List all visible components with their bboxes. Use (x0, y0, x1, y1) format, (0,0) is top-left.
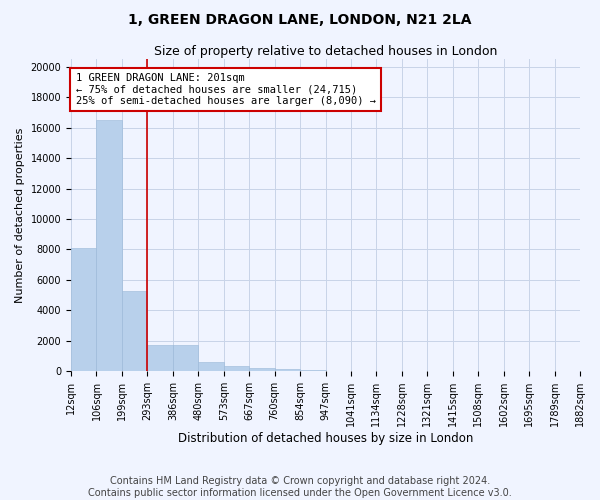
Bar (71, 248, 97, 371)
Bar (198, 362, 224, 371)
Bar (249, 368, 275, 371)
Text: 1 GREEN DRAGON LANE: 201sqm
← 75% of detached houses are smaller (24,715)
25% of: 1 GREEN DRAGON LANE: 201sqm ← 75% of det… (76, 73, 376, 106)
Bar (300, 370, 326, 371)
X-axis label: Distribution of detached houses by size in London: Distribution of detached houses by size … (178, 432, 473, 445)
Text: 1, GREEN DRAGON LANE, LONDON, N21 2LA: 1, GREEN DRAGON LANE, LONDON, N21 2LA (128, 12, 472, 26)
Bar (275, 369, 300, 371)
Title: Size of property relative to detached houses in London: Size of property relative to detached ho… (154, 45, 497, 58)
Bar (122, 290, 148, 371)
Bar (173, 344, 198, 371)
Bar (97, 120, 122, 371)
Bar (148, 344, 173, 371)
Bar (224, 366, 249, 371)
Y-axis label: Number of detached properties: Number of detached properties (15, 128, 25, 303)
Text: Contains HM Land Registry data © Crown copyright and database right 2024.
Contai: Contains HM Land Registry data © Crown c… (88, 476, 512, 498)
